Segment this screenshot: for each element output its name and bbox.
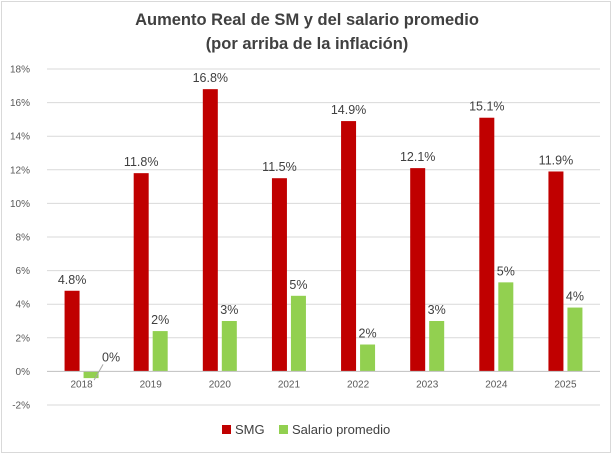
data-label: 16.8% bbox=[193, 71, 228, 85]
x-tick-label: 2025 bbox=[554, 379, 577, 390]
data-label: 11.8% bbox=[124, 155, 159, 169]
bar-salario-promedio bbox=[221, 321, 237, 372]
data-label: 2% bbox=[359, 327, 377, 341]
data-label: 11.5% bbox=[262, 160, 297, 174]
bar-smg bbox=[341, 121, 357, 372]
chart-title-line-1: Aumento Real de SM y del salario promedi… bbox=[135, 11, 479, 29]
bar-smg bbox=[271, 178, 287, 372]
data-label: 5% bbox=[289, 278, 307, 292]
y-tick-label: 12% bbox=[10, 165, 30, 176]
x-tick-label: 2023 bbox=[416, 379, 439, 390]
data-label: 3% bbox=[428, 303, 446, 317]
x-tick-label: 2024 bbox=[485, 379, 508, 390]
y-tick-label: 4% bbox=[16, 300, 31, 311]
x-tick-label: 2021 bbox=[278, 379, 301, 390]
y-tick-label: 18% bbox=[10, 65, 30, 76]
bar-smg bbox=[410, 168, 426, 372]
y-tick-label: 8% bbox=[16, 233, 31, 244]
y-tick-label: 6% bbox=[16, 266, 31, 277]
x-tick-label: 2018 bbox=[70, 379, 93, 390]
data-labels: 4.8% 0% 11.8% 2% 16.8% 3% 11.5% 5% 14.9% 2% 12.1% 3… bbox=[58, 71, 584, 381]
bar-smg bbox=[548, 171, 564, 372]
bar-salario-promedio bbox=[360, 344, 376, 372]
legend-swatch-smg bbox=[222, 425, 231, 434]
x-tick-label: 2020 bbox=[209, 379, 232, 390]
bar-smg bbox=[133, 173, 149, 372]
bar-smg bbox=[64, 290, 80, 372]
bar-salario-promedio bbox=[429, 321, 445, 372]
y-tick-label: 0% bbox=[16, 367, 31, 378]
bar-salario-promedio bbox=[567, 307, 583, 372]
bar-salario-promedio bbox=[498, 282, 514, 372]
data-label: 2% bbox=[151, 313, 169, 327]
gridlines bbox=[47, 68, 600, 406]
x-tick-label: 2019 bbox=[140, 379, 163, 390]
y-axis-tick-labels: -2% 0% 2% 4% 6% 8% 10% 12% 14% 16% 18% bbox=[10, 65, 30, 412]
bars bbox=[64, 89, 583, 379]
x-axis-tick-labels: 2018 2019 2020 2021 2022 2023 2024 2025 bbox=[70, 379, 577, 390]
y-tick-label: 2% bbox=[16, 333, 31, 344]
legend-swatch-salario-promedio bbox=[279, 425, 288, 434]
legend: SMG Salario promedio bbox=[222, 422, 390, 437]
data-label: 0% bbox=[102, 350, 120, 364]
data-label: 3% bbox=[220, 303, 238, 317]
bar-salario-promedio bbox=[83, 371, 99, 379]
data-label: 15.1% bbox=[469, 100, 504, 114]
legend-label: Salario promedio bbox=[292, 422, 390, 437]
bar-salario-promedio bbox=[290, 295, 306, 372]
y-tick-label: -2% bbox=[12, 401, 30, 412]
data-label: 12.1% bbox=[400, 150, 435, 164]
chart-title-line-2: (por arriba de la inflación) bbox=[205, 35, 409, 53]
y-tick-label: 16% bbox=[10, 98, 30, 109]
bar-salario-promedio bbox=[152, 331, 168, 372]
legend-label: SMG bbox=[235, 422, 265, 437]
data-label: 11.9% bbox=[539, 153, 574, 167]
data-label: 5% bbox=[497, 264, 515, 278]
data-label: 4% bbox=[566, 290, 584, 304]
x-tick-label: 2022 bbox=[347, 379, 370, 390]
y-tick-label: 14% bbox=[10, 132, 30, 143]
data-label: 14.9% bbox=[331, 103, 366, 117]
data-label: 4.8% bbox=[58, 273, 87, 287]
bar-smg bbox=[479, 117, 495, 372]
y-tick-label: 10% bbox=[10, 199, 30, 210]
bar-smg bbox=[202, 89, 218, 372]
data-label-leader-line bbox=[93, 364, 104, 381]
